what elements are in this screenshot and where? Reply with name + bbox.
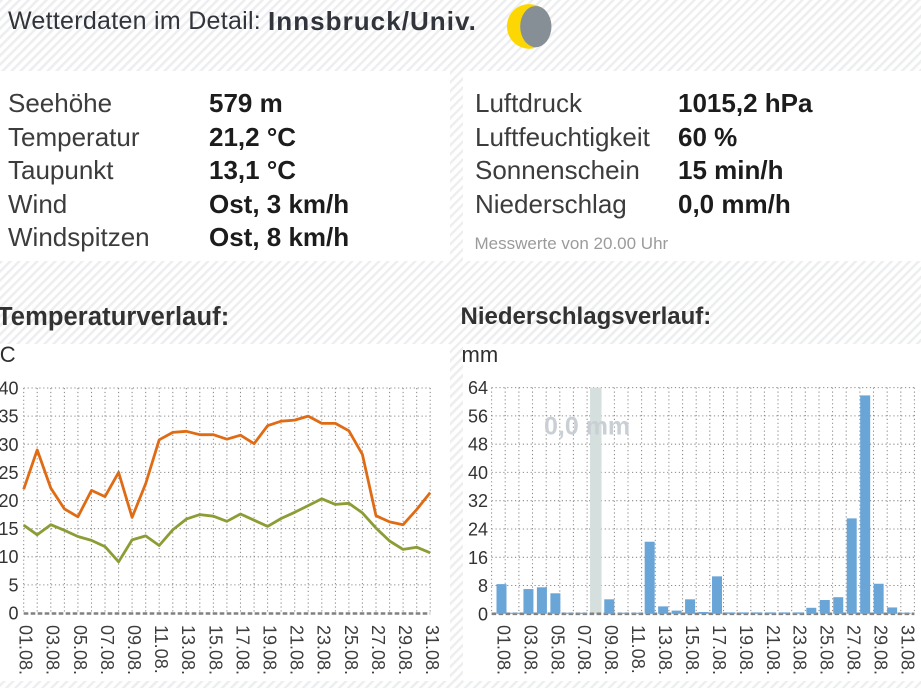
svg-text:16: 16	[468, 548, 488, 568]
svg-text:56: 56	[468, 406, 488, 426]
svg-text:09.08.: 09.08.	[124, 625, 144, 675]
svg-text:25.08.: 25.08.	[341, 625, 361, 675]
svg-text:01.08.: 01.08.	[493, 625, 513, 675]
svg-text:15: 15	[0, 519, 19, 539]
svg-text:07.08.: 07.08.	[97, 625, 117, 675]
svg-text:07.08.: 07.08.	[574, 625, 594, 675]
svg-text:17.08.: 17.08.	[709, 625, 729, 675]
svg-text:23.08.: 23.08.	[314, 625, 334, 675]
svg-text:30: 30	[0, 435, 19, 455]
svg-text:32: 32	[468, 491, 488, 511]
svg-text:40: 40	[0, 379, 19, 399]
svg-text:35: 35	[0, 407, 19, 427]
svg-text:19.08.: 19.08.	[260, 625, 280, 675]
svg-text:15.08.: 15.08.	[205, 625, 225, 675]
svg-text:23.08.: 23.08.	[790, 625, 810, 675]
svg-text:31.08.: 31.08.	[422, 625, 442, 675]
svg-text:21.08.: 21.08.	[763, 625, 783, 675]
svg-text:20: 20	[0, 491, 19, 511]
svg-text:10: 10	[0, 547, 19, 567]
svg-text:19.08.: 19.08.	[736, 625, 756, 675]
svg-text:5: 5	[8, 575, 18, 595]
svg-text:31.08.: 31.08.	[898, 625, 918, 675]
svg-text:40: 40	[468, 463, 488, 483]
svg-text:25.08.: 25.08.	[817, 625, 837, 675]
svg-text:01.08.: 01.08.	[16, 625, 36, 675]
svg-text:0: 0	[8, 604, 18, 624]
svg-text:03.08.: 03.08.	[520, 625, 540, 675]
svg-text:21.08.: 21.08.	[287, 625, 307, 675]
svg-text:17.08.: 17.08.	[232, 625, 252, 675]
svg-text:29.08.: 29.08.	[395, 625, 415, 675]
svg-text:05.08.: 05.08.	[547, 625, 567, 675]
svg-text:24: 24	[468, 520, 488, 540]
svg-text:03.08.: 03.08.	[43, 625, 63, 675]
svg-text:15.08.: 15.08.	[682, 625, 702, 675]
svg-text:11.08.: 11.08.	[628, 625, 648, 674]
svg-text:27.08.: 27.08.	[368, 625, 388, 675]
svg-text:0,0 mm: 0,0 mm	[544, 412, 630, 440]
svg-text:05.08.: 05.08.	[70, 625, 90, 675]
svg-text:13.08.: 13.08.	[655, 625, 675, 675]
svg-text:8: 8	[478, 576, 488, 596]
svg-text:0: 0	[478, 604, 488, 624]
svg-text:09.08.: 09.08.	[601, 625, 621, 675]
svg-text:27.08.: 27.08.	[844, 625, 864, 675]
svg-text:13.08.: 13.08.	[178, 625, 198, 675]
svg-text:25: 25	[0, 463, 19, 483]
svg-text:11.08.: 11.08.	[151, 625, 171, 674]
svg-text:29.08.: 29.08.	[871, 625, 891, 675]
svg-text:48: 48	[468, 435, 488, 455]
svg-text:64: 64	[468, 378, 488, 398]
